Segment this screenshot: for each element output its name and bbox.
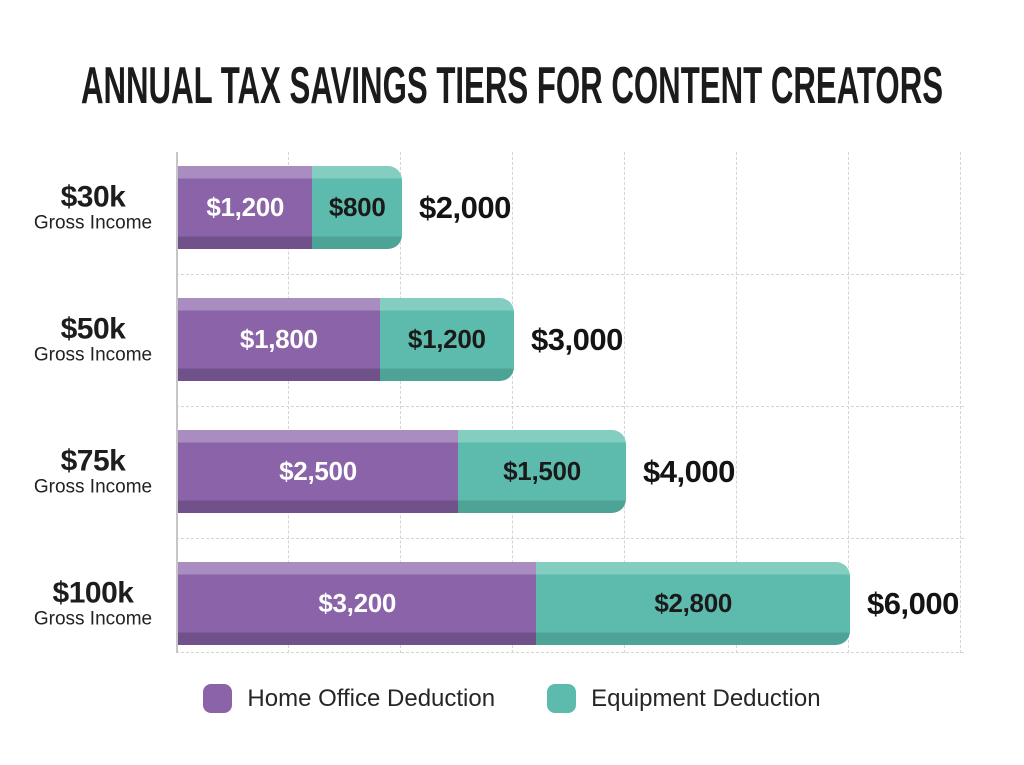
stacked-bar: $1,800 $1,200: [178, 298, 514, 381]
stacked-bar: $1,200 $800: [178, 166, 402, 249]
category-sublabel: Gross Income: [33, 212, 153, 234]
category-sublabel: Gross Income: [33, 608, 153, 630]
gridline-vertical: [288, 152, 289, 653]
bar-row: $75k Gross Income $2,500 $1,500 $4,000: [34, 430, 962, 513]
gridline-vertical: [400, 152, 401, 653]
category-tier-label: $75k: [60, 444, 126, 478]
gridline-vertical: [848, 152, 849, 653]
bar-row: $50k Gross Income $1,800 $1,200 $3,000: [34, 298, 962, 381]
chart-area: $30k Gross Income $1,200 $800 $2,000 $50k Gros…: [34, 152, 964, 653]
bar-row: $100k Gross Income $3,200 $2,800 $6,000: [34, 562, 962, 645]
category-label: $100k Gross Income: [20, 576, 166, 630]
gridline-horizontal: [176, 652, 964, 653]
segment-home-office: $1,200: [178, 166, 313, 249]
legend-label-equipment: Equipment Deduction: [591, 684, 821, 712]
segment-home-office: $1,800: [178, 298, 380, 381]
stacked-bar: $3,200 $2,800: [178, 562, 850, 645]
total-label: $4,000: [643, 453, 735, 489]
category-label: $50k Gross Income: [20, 312, 166, 366]
legend-item-home-office: Home Office Deduction: [203, 684, 495, 713]
segment-equipment: $800: [312, 166, 402, 249]
legend-swatch-home-office-icon: [203, 684, 233, 713]
category-label: $75k Gross Income: [20, 444, 166, 498]
legend-label-home-office: Home Office Deduction: [247, 684, 496, 712]
chart-title: ANNUAL TAX SAVINGS TIERS FOR CONTENT CRE…: [80, 57, 944, 115]
gridline-horizontal: [176, 406, 964, 407]
category-sublabel: Gross Income: [33, 344, 153, 366]
legend-swatch-equipment-icon: [547, 684, 577, 713]
total-label: $3,000: [531, 321, 623, 357]
gridline-vertical: [512, 152, 513, 653]
gridline-vertical: [624, 152, 625, 653]
y-axis-line: [176, 152, 178, 653]
segment-equipment: $1,500: [458, 430, 626, 513]
segment-home-office: $3,200: [178, 562, 537, 645]
gridline-vertical: [960, 152, 961, 653]
legend-item-equipment: Equipment Deduction: [547, 684, 821, 713]
gridline-vertical: [736, 152, 737, 653]
legend: Home Office Deduction Equipment Deductio…: [0, 684, 1024, 713]
gridline-horizontal: [176, 274, 964, 275]
category-label: $30k Gross Income: [20, 180, 166, 234]
category-tier-label: $30k: [60, 180, 126, 214]
category-tier-label: $100k: [52, 576, 134, 610]
bar-row: $30k Gross Income $1,200 $800 $2,000: [34, 166, 962, 249]
category-sublabel: Gross Income: [33, 476, 153, 498]
segment-equipment: $2,800: [536, 562, 850, 645]
stacked-bar: $2,500 $1,500: [178, 430, 626, 513]
title-area: ANNUAL TAX SAVINGS TIERS FOR CONTENT CRE…: [0, 56, 1024, 115]
total-label: $2,000: [419, 189, 511, 225]
segment-home-office: $2,500: [178, 430, 458, 513]
gridline-horizontal: [176, 538, 964, 539]
segment-equipment: $1,200: [379, 298, 514, 381]
category-tier-label: $50k: [60, 312, 126, 346]
total-label: $6,000: [867, 585, 959, 621]
